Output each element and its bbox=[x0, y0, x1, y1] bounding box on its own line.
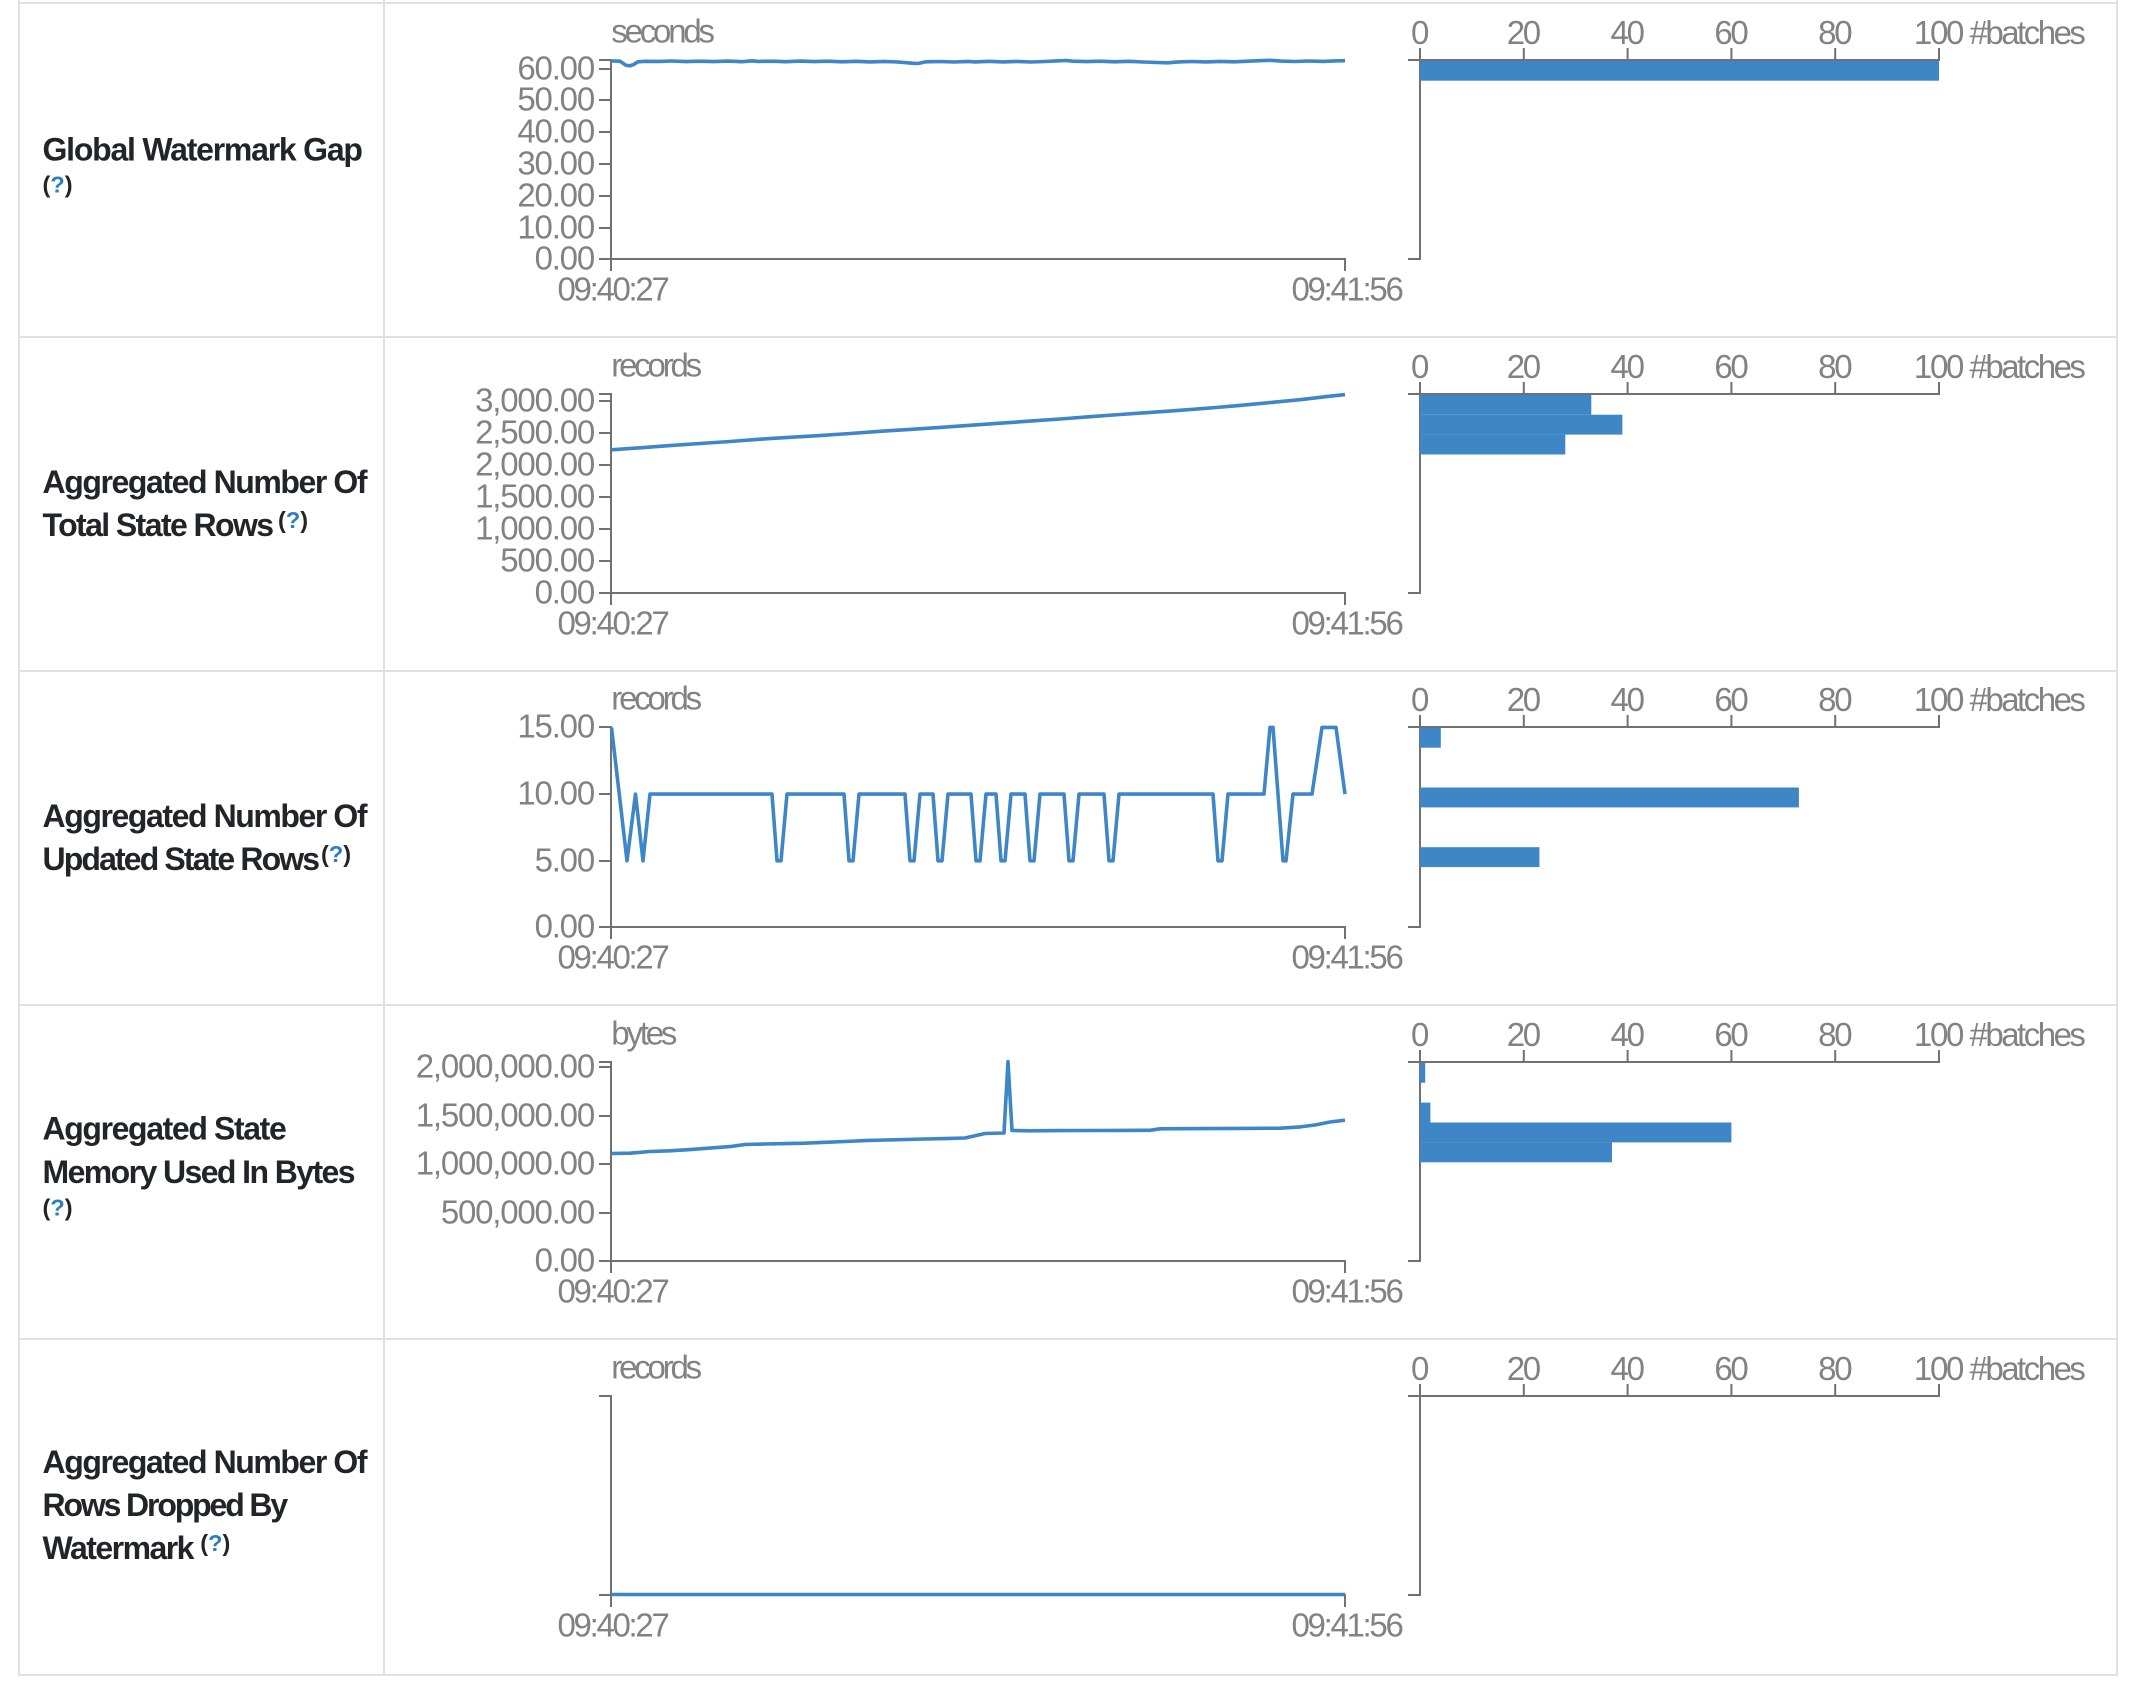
svg-text:0.00: 0.00 bbox=[535, 1241, 595, 1278]
svg-text:#batches: #batches bbox=[1970, 1016, 2086, 1053]
svg-text:3,000.00: 3,000.00 bbox=[475, 381, 595, 418]
svg-text:1,500,000.00: 1,500,000.00 bbox=[416, 1096, 595, 1133]
svg-text:20: 20 bbox=[1507, 14, 1541, 51]
svg-text:40: 40 bbox=[1611, 1350, 1645, 1387]
svg-text:09:41:56: 09:41:56 bbox=[1291, 939, 1402, 976]
svg-text:100: 100 bbox=[1914, 1016, 1964, 1053]
svg-text:records: records bbox=[611, 1349, 701, 1386]
svg-text:09:41:56: 09:41:56 bbox=[1291, 1273, 1402, 1310]
svg-text:Watermark: Watermark bbox=[43, 1530, 195, 1566]
svg-text:60: 60 bbox=[1714, 1016, 1748, 1053]
svg-text:80: 80 bbox=[1818, 1016, 1852, 1053]
svg-text:2,000.00: 2,000.00 bbox=[475, 445, 595, 482]
svg-text:0.00: 0.00 bbox=[535, 573, 595, 610]
svg-text:1,500.00: 1,500.00 bbox=[475, 477, 595, 514]
svg-text:Aggregated Number Of: Aggregated Number Of bbox=[43, 1444, 368, 1480]
svg-text:#batches: #batches bbox=[1970, 681, 2086, 718]
svg-text:Memory Used In Bytes: Memory Used In Bytes bbox=[43, 1154, 355, 1190]
svg-text:2,500.00: 2,500.00 bbox=[475, 413, 595, 450]
svg-text:10.00: 10.00 bbox=[517, 208, 594, 245]
svg-text:Rows Dropped By: Rows Dropped By bbox=[43, 1487, 289, 1523]
svg-text:80: 80 bbox=[1818, 1350, 1852, 1387]
svg-text:0: 0 bbox=[1411, 681, 1429, 718]
svg-text:Total State Rows: Total State Rows bbox=[43, 507, 274, 543]
svg-text:09:40:27: 09:40:27 bbox=[557, 1273, 668, 1310]
svg-text:0.00: 0.00 bbox=[535, 907, 595, 944]
svg-text:Aggregated State: Aggregated State bbox=[43, 1111, 286, 1147]
svg-text:0.00: 0.00 bbox=[535, 239, 595, 276]
svg-text:Updated State Rows: Updated State Rows bbox=[43, 841, 320, 877]
svg-text:(?): (?) bbox=[43, 172, 73, 198]
svg-text:60: 60 bbox=[1714, 681, 1748, 718]
svg-text:0: 0 bbox=[1411, 14, 1429, 51]
svg-text:09:40:27: 09:40:27 bbox=[557, 271, 668, 308]
svg-text:09:41:56: 09:41:56 bbox=[1291, 1607, 1402, 1644]
svg-text:80: 80 bbox=[1818, 14, 1852, 51]
svg-text:40: 40 bbox=[1611, 681, 1645, 718]
svg-text:40: 40 bbox=[1611, 348, 1645, 385]
svg-text:100: 100 bbox=[1914, 681, 1964, 718]
svg-text:09:41:56: 09:41:56 bbox=[1291, 271, 1402, 308]
svg-text:500.00: 500.00 bbox=[500, 541, 595, 578]
svg-text:5.00: 5.00 bbox=[535, 841, 595, 878]
svg-text:60: 60 bbox=[1714, 1350, 1748, 1387]
svg-text:09:40:27: 09:40:27 bbox=[557, 605, 668, 642]
svg-text:80: 80 bbox=[1818, 348, 1852, 385]
svg-text:15.00: 15.00 bbox=[517, 707, 594, 744]
svg-text:60: 60 bbox=[1714, 14, 1748, 51]
svg-text:09:41:56: 09:41:56 bbox=[1291, 605, 1402, 642]
svg-text:10.00: 10.00 bbox=[517, 774, 594, 811]
svg-text:(?): (?) bbox=[200, 1530, 230, 1556]
svg-text:Aggregated Number Of: Aggregated Number Of bbox=[43, 464, 368, 500]
svg-text:20: 20 bbox=[1507, 1350, 1541, 1387]
svg-text:(?): (?) bbox=[321, 841, 351, 867]
svg-text:80: 80 bbox=[1818, 681, 1852, 718]
svg-text:09:40:27: 09:40:27 bbox=[557, 1607, 668, 1644]
svg-text:#batches: #batches bbox=[1970, 1350, 2086, 1387]
svg-text:500,000.00: 500,000.00 bbox=[441, 1193, 595, 1230]
svg-text:40: 40 bbox=[1611, 14, 1645, 51]
svg-text:100: 100 bbox=[1914, 348, 1964, 385]
svg-text:60.00: 60.00 bbox=[517, 49, 594, 86]
svg-text:20.00: 20.00 bbox=[517, 176, 594, 213]
svg-text:1,000,000.00: 1,000,000.00 bbox=[416, 1144, 595, 1181]
svg-text:#batches: #batches bbox=[1970, 14, 2086, 51]
svg-text:records: records bbox=[611, 347, 701, 384]
svg-text:#batches: #batches bbox=[1970, 348, 2086, 385]
svg-text:09:40:27: 09:40:27 bbox=[557, 939, 668, 976]
svg-text:Aggregated Number Of: Aggregated Number Of bbox=[43, 798, 368, 834]
svg-text:2,000,000.00: 2,000,000.00 bbox=[416, 1047, 595, 1084]
svg-text:50.00: 50.00 bbox=[517, 80, 594, 117]
svg-text:0: 0 bbox=[1411, 1016, 1429, 1053]
svg-text:(?): (?) bbox=[43, 1195, 73, 1221]
svg-text:100: 100 bbox=[1914, 1350, 1964, 1387]
svg-text:0: 0 bbox=[1411, 1350, 1429, 1387]
svg-text:seconds: seconds bbox=[611, 13, 714, 50]
svg-text:20: 20 bbox=[1507, 348, 1541, 385]
svg-text:(?): (?) bbox=[278, 507, 308, 533]
svg-text:records: records bbox=[611, 680, 701, 717]
svg-text:20: 20 bbox=[1507, 681, 1541, 718]
svg-text:40: 40 bbox=[1611, 1016, 1645, 1053]
svg-text:40.00: 40.00 bbox=[517, 112, 594, 149]
svg-text:Global Watermark Gap: Global Watermark Gap bbox=[43, 132, 363, 168]
svg-text:100: 100 bbox=[1914, 14, 1964, 51]
svg-text:30.00: 30.00 bbox=[517, 144, 594, 181]
svg-text:bytes: bytes bbox=[611, 1015, 677, 1052]
svg-text:0: 0 bbox=[1411, 348, 1429, 385]
svg-text:60: 60 bbox=[1714, 348, 1748, 385]
svg-text:1,000.00: 1,000.00 bbox=[475, 509, 595, 546]
svg-text:20: 20 bbox=[1507, 1016, 1541, 1053]
